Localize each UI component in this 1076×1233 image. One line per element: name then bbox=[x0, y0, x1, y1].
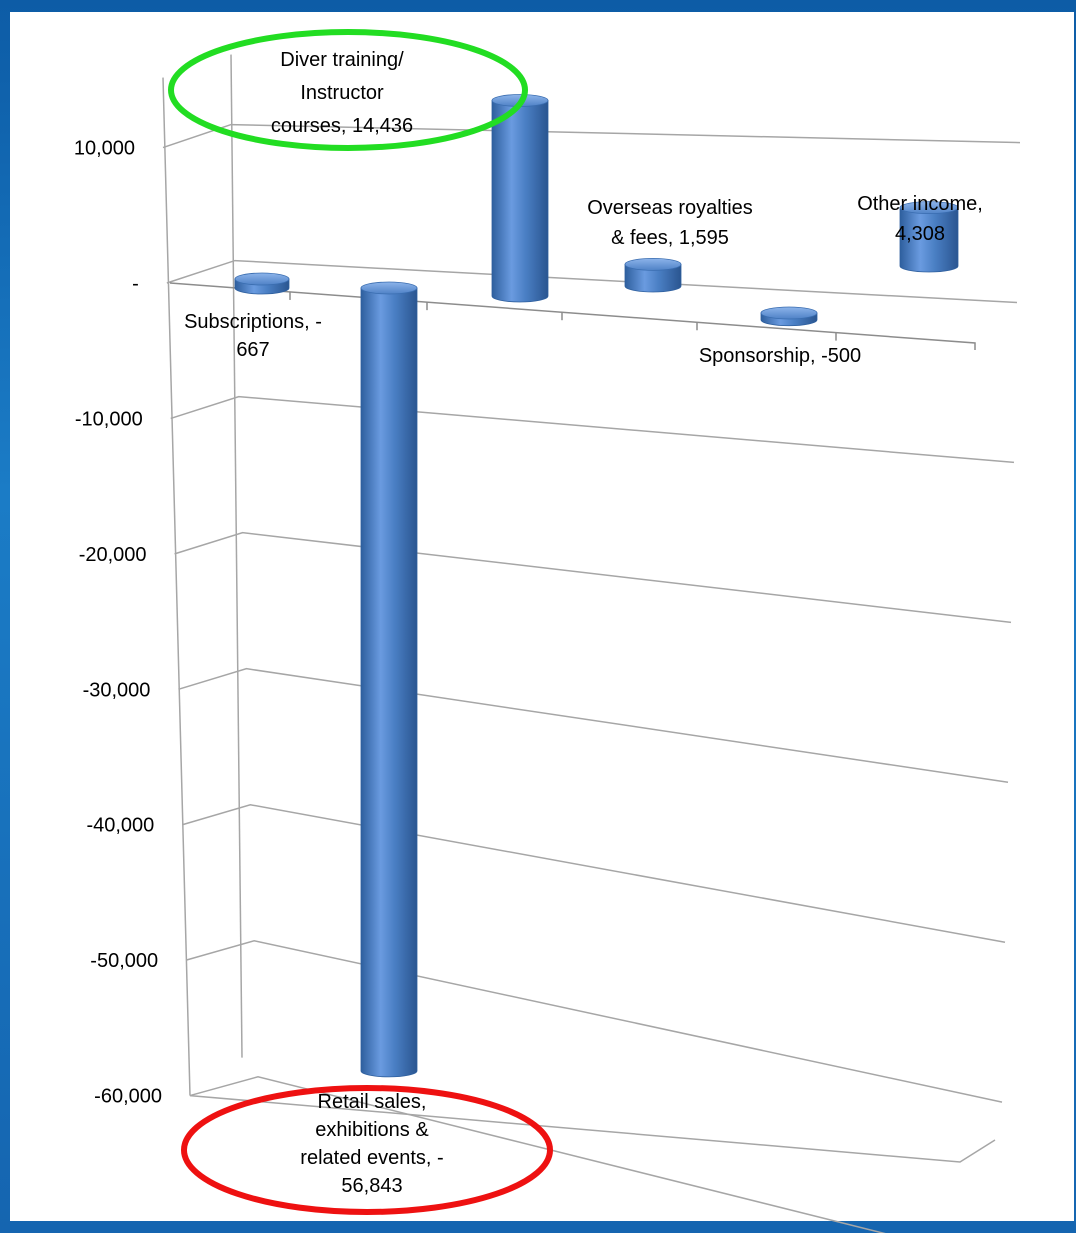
bar-cap bbox=[234, 272, 290, 286]
bar-2[interactable] bbox=[360, 281, 418, 1078]
bar-cap bbox=[760, 306, 818, 320]
data-label-line: Retail sales, bbox=[318, 1091, 427, 1113]
bar-cap bbox=[624, 257, 682, 271]
floor-edge bbox=[189, 1094, 996, 1163]
bar-5[interactable] bbox=[760, 306, 818, 327]
bar-cap bbox=[360, 281, 418, 295]
gridline bbox=[166, 259, 1018, 304]
gridline bbox=[189, 1076, 886, 1233]
gridline bbox=[185, 939, 1003, 1103]
data-label-line: Overseas royalties bbox=[587, 197, 753, 219]
data-label: Diver training/Instructor courses, 14,436 bbox=[271, 49, 413, 137]
bar-body bbox=[491, 100, 549, 303]
y-tick-label: 10,000 bbox=[74, 138, 135, 160]
bar-3[interactable] bbox=[491, 94, 549, 303]
gridline bbox=[178, 667, 1009, 784]
gridline bbox=[174, 531, 1012, 624]
bar-body bbox=[624, 263, 682, 293]
data-label: Retail sales, exhibitions & related events… bbox=[300, 1091, 443, 1197]
data-label: Subscriptions, - 667 bbox=[184, 311, 322, 361]
y-tick-label: -60,000 bbox=[94, 1086, 162, 1108]
highlight-ellipse-2 bbox=[181, 1085, 553, 1215]
data-label-line: Sponsorship, -500 bbox=[699, 345, 861, 367]
data-label-line: Subscriptions, - bbox=[184, 311, 322, 333]
data-label-line: Diver training/ bbox=[280, 49, 404, 71]
gridline bbox=[182, 803, 1006, 943]
bar-cap bbox=[899, 201, 959, 215]
bar-body bbox=[899, 207, 959, 273]
data-label-line: 4,308 bbox=[895, 223, 945, 245]
data-label-line: courses, 14,436 bbox=[271, 115, 413, 137]
data-label-line: & fees, 1,595 bbox=[611, 227, 729, 249]
data-label-line: 56,843 bbox=[341, 1175, 402, 1197]
data-label-line: Other income, bbox=[857, 193, 983, 215]
data-label-line: related events, - bbox=[300, 1147, 443, 1169]
gridline bbox=[162, 123, 1021, 149]
gridline bbox=[170, 395, 1015, 464]
x-axis-line bbox=[169, 282, 976, 350]
data-label-line: Instructor bbox=[300, 82, 384, 104]
bar-1[interactable] bbox=[234, 272, 290, 295]
y-axis-line bbox=[162, 77, 191, 1096]
back-axis-line bbox=[230, 54, 243, 1058]
y-tick-label: -40,000 bbox=[86, 815, 154, 837]
bar-6[interactable] bbox=[899, 201, 959, 273]
bar-body bbox=[360, 287, 418, 1078]
y-tick-label: -50,000 bbox=[90, 950, 158, 972]
data-label: Overseas royalties & fees, 1,595 bbox=[587, 197, 753, 249]
y-tick-label: -30,000 bbox=[83, 679, 151, 701]
highlight-ellipse-1 bbox=[168, 29, 528, 151]
y-tick-label: - bbox=[132, 273, 139, 295]
y-tick-label: -10,000 bbox=[75, 408, 143, 430]
data-label: Other income, 4,308 bbox=[857, 193, 983, 245]
bar-4[interactable] bbox=[624, 257, 682, 293]
data-label: Sponsorship, -500 bbox=[699, 345, 861, 367]
data-label-line: exhibitions & bbox=[315, 1119, 429, 1141]
y-tick-label: -20,000 bbox=[79, 544, 147, 566]
data-label-line: 667 bbox=[236, 339, 269, 361]
